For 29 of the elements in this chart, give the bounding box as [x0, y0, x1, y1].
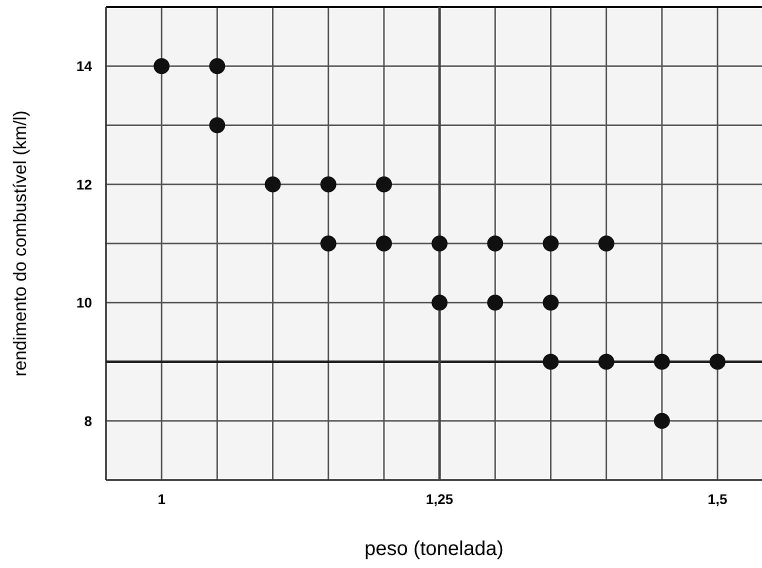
- point: [710, 354, 726, 370]
- point: [209, 117, 226, 134]
- y-axis-title: rendimento do combustível (km/l): [10, 110, 30, 377]
- x-tick-label: 1,25: [426, 491, 454, 507]
- x-axis-title: peso (tonelada): [364, 538, 504, 560]
- y-tick-label: 12: [76, 176, 92, 192]
- point: [542, 294, 559, 311]
- point: [598, 236, 614, 252]
- point: [487, 236, 504, 252]
- point: [432, 236, 448, 252]
- point: [487, 294, 504, 311]
- point: [542, 236, 559, 252]
- y-tick-label: 10: [76, 294, 92, 311]
- point: [376, 176, 392, 192]
- point: [654, 412, 670, 429]
- point: [209, 58, 226, 74]
- y-tick-label: 14: [76, 58, 92, 74]
- point: [264, 176, 281, 192]
- point: [320, 176, 336, 192]
- x-tick-label: 1,5: [708, 491, 728, 507]
- point: [376, 236, 392, 252]
- point: [320, 236, 336, 252]
- point: [432, 294, 448, 311]
- y-tick-label: 8: [84, 412, 92, 429]
- point: [598, 354, 614, 370]
- point: [542, 354, 559, 370]
- point: [154, 58, 170, 74]
- x-tick-label: 1: [158, 491, 166, 507]
- point: [654, 354, 670, 370]
